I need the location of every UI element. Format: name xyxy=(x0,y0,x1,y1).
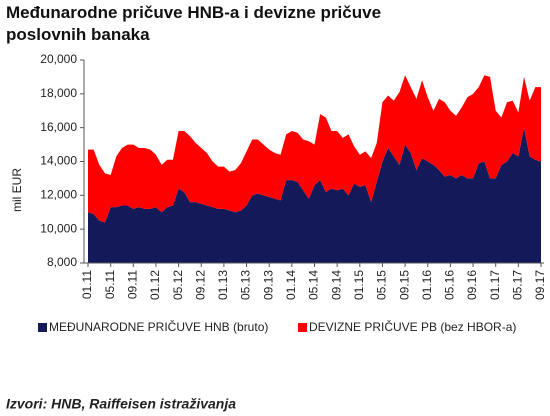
x-tick-label: 01.12 xyxy=(148,270,162,300)
chart-title: Međunarodne pričuve HNB-a i devizne prič… xyxy=(6,3,382,44)
x-tick-label: 01.14 xyxy=(284,270,298,300)
x-tick-label: 01.13 xyxy=(216,270,230,300)
x-tick-label: 05.13 xyxy=(239,270,253,300)
x-tick-label: 05.16 xyxy=(443,270,457,300)
x-tick-label: 09.14 xyxy=(329,270,343,300)
y-tick-label: 10,000 xyxy=(40,221,77,235)
y-tick-label: 16,000 xyxy=(40,120,77,134)
x-tick-label: 09.16 xyxy=(465,270,479,300)
x-tick-label: 01.15 xyxy=(352,270,366,300)
y-axis-label: mil EUR xyxy=(10,168,24,212)
x-tick-label: 05.17 xyxy=(511,270,525,300)
source: Izvori: HNB, Raiffeisen istraživanja xyxy=(6,396,236,412)
y-tick-label: 14,000 xyxy=(40,154,77,168)
x-tick-label: 09.13 xyxy=(261,270,275,300)
area xyxy=(88,75,541,223)
x-tick-label: 09.12 xyxy=(193,270,207,300)
x-tick-label: 01.11 xyxy=(80,270,94,299)
x-tick-label: 05.15 xyxy=(375,270,389,300)
y-tick-label: 18,000 xyxy=(40,86,77,100)
x-tick-label: 05.14 xyxy=(307,270,321,300)
x-tick-label: 09.15 xyxy=(397,270,411,300)
x-tick-label: 05.12 xyxy=(171,270,185,300)
legend-swatch xyxy=(298,323,307,332)
legend-label: MEĐUNARODNE PRIČUVE HNB (bruto) xyxy=(49,319,268,334)
legend-label: DEVIZNE PRIČUVE PB (bez HBOR-a) xyxy=(309,319,516,334)
y-tick-label: 20,000 xyxy=(40,52,77,66)
x-tick-label: 05.11 xyxy=(103,270,117,299)
x-tick-label: 01.17 xyxy=(488,270,502,300)
legend-swatch xyxy=(38,323,47,332)
x-tick-label: 09.11 xyxy=(125,270,139,299)
y-tick-label: 12,000 xyxy=(40,188,77,202)
x-tick-label: 09.17 xyxy=(533,270,547,300)
area xyxy=(88,127,541,263)
x-tick-label: 01.16 xyxy=(420,270,434,300)
y-tick-label: 8,000 xyxy=(47,255,77,269)
